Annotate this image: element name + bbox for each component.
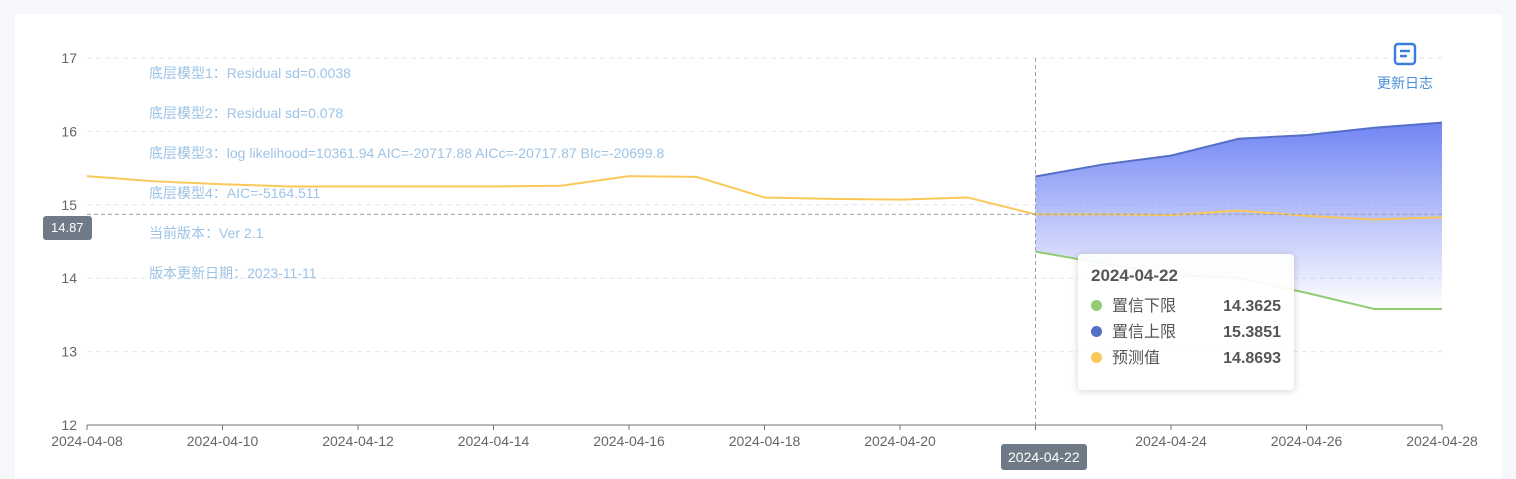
x-tick-label: 2024-04-26: [1271, 433, 1343, 449]
changelog-button[interactable]: 更新日志: [1367, 42, 1443, 93]
changelog-label: 更新日志: [1377, 75, 1433, 91]
note-model-1: 底层模型1：Residual sd=0.0038: [149, 65, 351, 81]
x-tick-label: 2024-04-10: [187, 433, 259, 449]
x-axis-pointer-label: 2024-04-22: [1001, 444, 1087, 470]
legend-dot-icon: [1091, 352, 1102, 364]
x-tick-label: 2024-04-12: [322, 433, 394, 449]
y-tick-label: 12: [61, 417, 77, 433]
x-tick-label: 2024-04-18: [729, 433, 801, 449]
x-tick-label: 2024-04-28: [1406, 433, 1478, 449]
legend-dot-icon: [1091, 326, 1102, 338]
y-tick-label: 17: [61, 50, 77, 66]
y-tick-label: 16: [61, 123, 77, 139]
y-tick-label: 14: [61, 270, 77, 286]
note-model-4: 底层模型4：AIC=-5164.511: [149, 185, 321, 201]
tooltip-row-label: 置信下限: [1112, 298, 1177, 315]
tooltip-row-label: 预测值: [1112, 350, 1161, 367]
tooltip-row-forecast: 预测值 14.8693: [1091, 346, 1281, 372]
forecast-chart: 12 13 14 15 16 17 2024-04-08 2024-04-10 2024-04-…: [51, 50, 1478, 449]
x-tick-label: 2024-04-08: [51, 433, 123, 449]
x-tick-label: 2024-04-24: [1135, 433, 1207, 449]
tooltip-title: 2024-04-22: [1091, 266, 1178, 285]
y-tick-label: 13: [61, 344, 77, 360]
tooltip-row-lower: 置信下限 14.3625: [1091, 294, 1281, 320]
tooltip-row-upper: 置信上限 15.3851: [1091, 320, 1281, 346]
note-version: 当前版本：Ver 2.1: [149, 225, 264, 241]
chart-tooltip: 2024-04-22 置信下限 14.3625 置信上限 15.3851 预测值…: [1078, 254, 1294, 390]
tooltip-row-value: 14.3625: [1223, 298, 1281, 315]
y-axis-pointer-label: 14.87: [43, 216, 92, 240]
note-model-2: 底层模型2：Residual sd=0.078: [149, 105, 344, 121]
tooltip-row-label: 置信上限: [1112, 324, 1177, 341]
series-line-forecast: [86, 175, 1443, 221]
tooltip-row-value: 15.3851: [1223, 324, 1281, 341]
x-tick-label: 2024-04-14: [458, 433, 530, 449]
document-icon: [1393, 42, 1417, 66]
x-tick-label: 2024-04-20: [864, 433, 936, 449]
legend-dot-icon: [1091, 300, 1102, 312]
chart-card: 12 13 14 15 16 17 2024-04-08 2024-04-10 2024-04-…: [15, 14, 1502, 479]
x-tick-label: 2024-04-16: [593, 433, 665, 449]
series-line-upper-bound: [1035, 121, 1443, 178]
tooltip-row-value: 14.8693: [1223, 350, 1281, 367]
note-update-date: 版本更新日期：2023-11-11: [149, 265, 317, 281]
note-model-3: 底层模型3：log likelihood=10361.94 AIC=-20717…: [149, 145, 665, 161]
y-tick-label: 15: [61, 197, 77, 213]
